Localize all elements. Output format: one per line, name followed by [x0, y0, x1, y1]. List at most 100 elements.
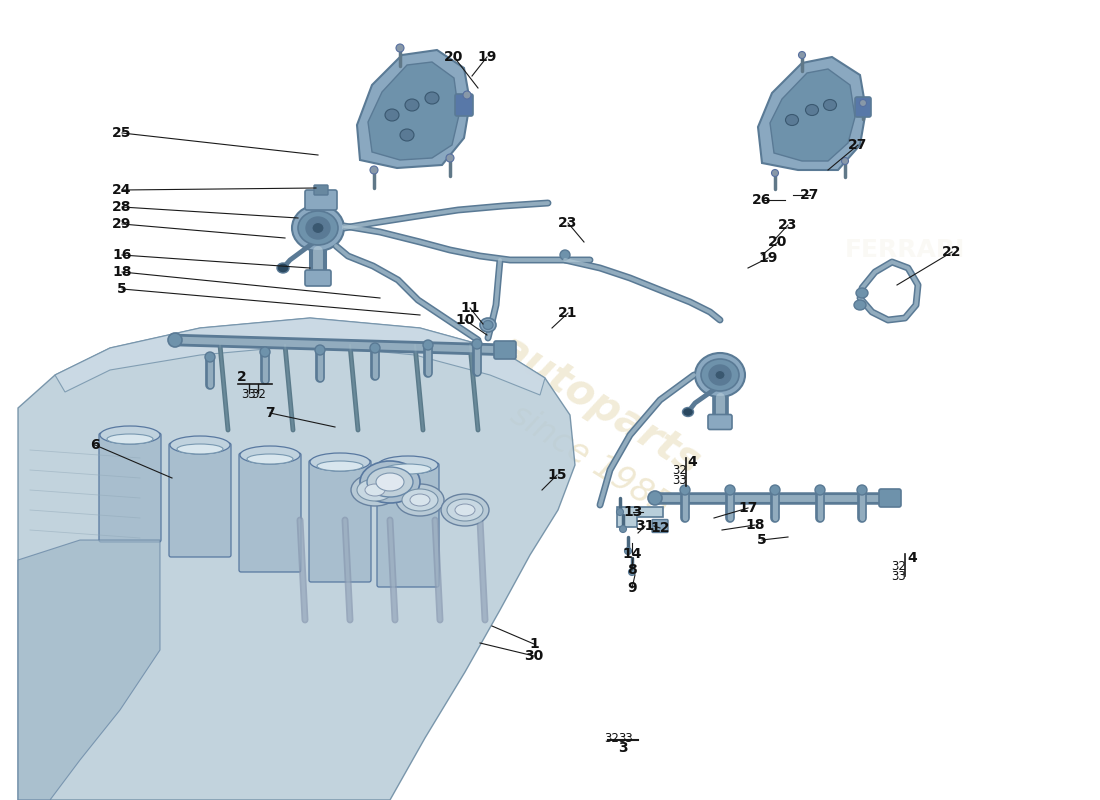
Polygon shape [368, 62, 459, 160]
Text: 33: 33 [892, 570, 906, 582]
Text: 9: 9 [627, 581, 637, 595]
Ellipse shape [560, 250, 570, 260]
FancyBboxPatch shape [652, 519, 668, 533]
Text: 5: 5 [117, 282, 126, 296]
Ellipse shape [292, 205, 344, 251]
Ellipse shape [446, 154, 454, 162]
Ellipse shape [170, 436, 230, 454]
Ellipse shape [240, 446, 300, 464]
Ellipse shape [312, 222, 324, 234]
Ellipse shape [770, 485, 780, 495]
Polygon shape [617, 507, 663, 527]
Ellipse shape [447, 499, 483, 521]
Ellipse shape [455, 504, 475, 516]
Text: 20: 20 [768, 235, 788, 249]
Text: 7: 7 [265, 406, 275, 420]
Polygon shape [55, 318, 544, 395]
Text: 2: 2 [238, 370, 246, 384]
Ellipse shape [859, 99, 867, 106]
Text: 27: 27 [848, 138, 868, 152]
FancyBboxPatch shape [377, 463, 439, 587]
Ellipse shape [628, 569, 636, 575]
Ellipse shape [701, 359, 739, 391]
FancyBboxPatch shape [314, 185, 328, 195]
Text: 32: 32 [672, 465, 688, 478]
Text: 21: 21 [558, 306, 578, 320]
Ellipse shape [799, 51, 805, 58]
Ellipse shape [351, 474, 399, 506]
Ellipse shape [480, 318, 496, 332]
Ellipse shape [400, 129, 414, 141]
Ellipse shape [441, 494, 490, 526]
Ellipse shape [306, 217, 330, 239]
Ellipse shape [396, 484, 444, 516]
Text: 28: 28 [112, 200, 132, 214]
Text: 33: 33 [618, 731, 634, 745]
Text: 33: 33 [242, 389, 256, 402]
Ellipse shape [425, 92, 439, 104]
FancyBboxPatch shape [708, 414, 732, 430]
Text: 33: 33 [672, 474, 688, 487]
Ellipse shape [396, 44, 404, 52]
Ellipse shape [317, 461, 363, 471]
Text: 6: 6 [90, 438, 100, 452]
Ellipse shape [463, 91, 471, 99]
Ellipse shape [385, 464, 431, 474]
Ellipse shape [367, 467, 412, 497]
Text: 22: 22 [943, 245, 961, 259]
Ellipse shape [710, 365, 732, 385]
Text: autoparts: autoparts [492, 326, 708, 483]
Polygon shape [18, 318, 575, 800]
Text: 14: 14 [623, 547, 641, 561]
Ellipse shape [248, 454, 293, 464]
Ellipse shape [856, 288, 868, 298]
Ellipse shape [725, 485, 735, 495]
Text: 19: 19 [758, 251, 778, 265]
Text: 12: 12 [650, 521, 670, 535]
Ellipse shape [376, 473, 404, 491]
Ellipse shape [616, 509, 624, 515]
Text: 3: 3 [618, 741, 628, 755]
Text: 11: 11 [460, 301, 480, 315]
Ellipse shape [680, 485, 690, 495]
Text: 29: 29 [112, 217, 132, 231]
Ellipse shape [277, 263, 289, 273]
Ellipse shape [695, 353, 745, 397]
Ellipse shape [682, 407, 693, 417]
Ellipse shape [100, 426, 160, 444]
Ellipse shape [715, 370, 725, 379]
Ellipse shape [405, 99, 419, 111]
Text: 32: 32 [252, 389, 266, 402]
Text: 32: 32 [605, 731, 619, 745]
Ellipse shape [805, 105, 818, 115]
Ellipse shape [625, 547, 631, 554]
Ellipse shape [785, 114, 799, 126]
Ellipse shape [358, 479, 393, 501]
Ellipse shape [298, 211, 338, 245]
Text: 13: 13 [624, 505, 642, 519]
Ellipse shape [205, 352, 214, 362]
Text: 18: 18 [112, 265, 132, 279]
Text: 24: 24 [112, 183, 132, 197]
Ellipse shape [310, 453, 370, 471]
Text: 27: 27 [801, 188, 820, 202]
Text: 4: 4 [908, 551, 917, 565]
Ellipse shape [472, 339, 482, 349]
Text: 18: 18 [746, 518, 764, 532]
Ellipse shape [842, 158, 848, 165]
Ellipse shape [360, 461, 420, 503]
FancyBboxPatch shape [169, 443, 231, 557]
Text: FERRARI: FERRARI [845, 238, 965, 262]
FancyBboxPatch shape [239, 453, 301, 572]
Text: 23: 23 [559, 216, 578, 230]
FancyBboxPatch shape [309, 460, 371, 582]
FancyBboxPatch shape [305, 190, 337, 210]
Ellipse shape [107, 434, 153, 444]
Ellipse shape [619, 526, 627, 533]
Ellipse shape [824, 99, 836, 110]
Ellipse shape [177, 444, 223, 454]
Ellipse shape [483, 321, 493, 330]
FancyBboxPatch shape [305, 270, 331, 286]
Text: 15: 15 [548, 468, 566, 482]
Ellipse shape [424, 340, 433, 350]
